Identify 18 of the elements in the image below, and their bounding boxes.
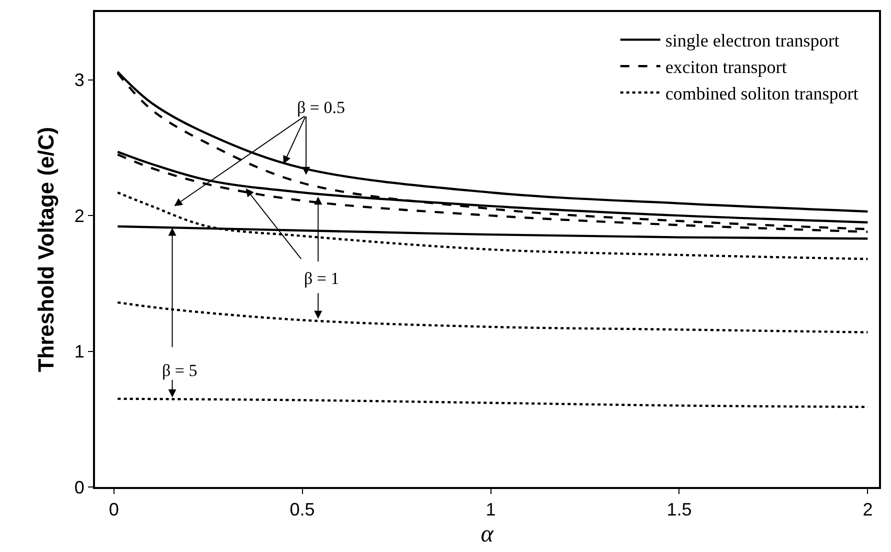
legend-label: single electron transport xyxy=(665,30,840,51)
y-tick-label: 2 xyxy=(74,206,84,226)
x-axis-title: α xyxy=(480,521,494,548)
y-tick-label: 1 xyxy=(74,342,84,362)
x-tick-label: 0.5 xyxy=(290,500,315,520)
annotation: β = 5 xyxy=(162,361,198,380)
annotation: β = 1 xyxy=(304,269,340,288)
legend-label: exciton transport xyxy=(665,57,787,78)
x-tick-label: 0 xyxy=(108,500,119,520)
x-tick-label: 1.5 xyxy=(666,500,692,520)
x-tick-label: 1 xyxy=(486,500,496,520)
y-tick-label: 0 xyxy=(74,477,84,498)
y-tick-label: 3 xyxy=(74,70,84,90)
annotation: β = 0.5 xyxy=(297,98,345,117)
line-series xyxy=(116,191,869,260)
x-tick-label: 2 xyxy=(862,500,873,520)
y-axis-title: Threshold Voltage (e/C) xyxy=(34,126,59,372)
legend-label: combined soliton transport xyxy=(665,84,858,104)
